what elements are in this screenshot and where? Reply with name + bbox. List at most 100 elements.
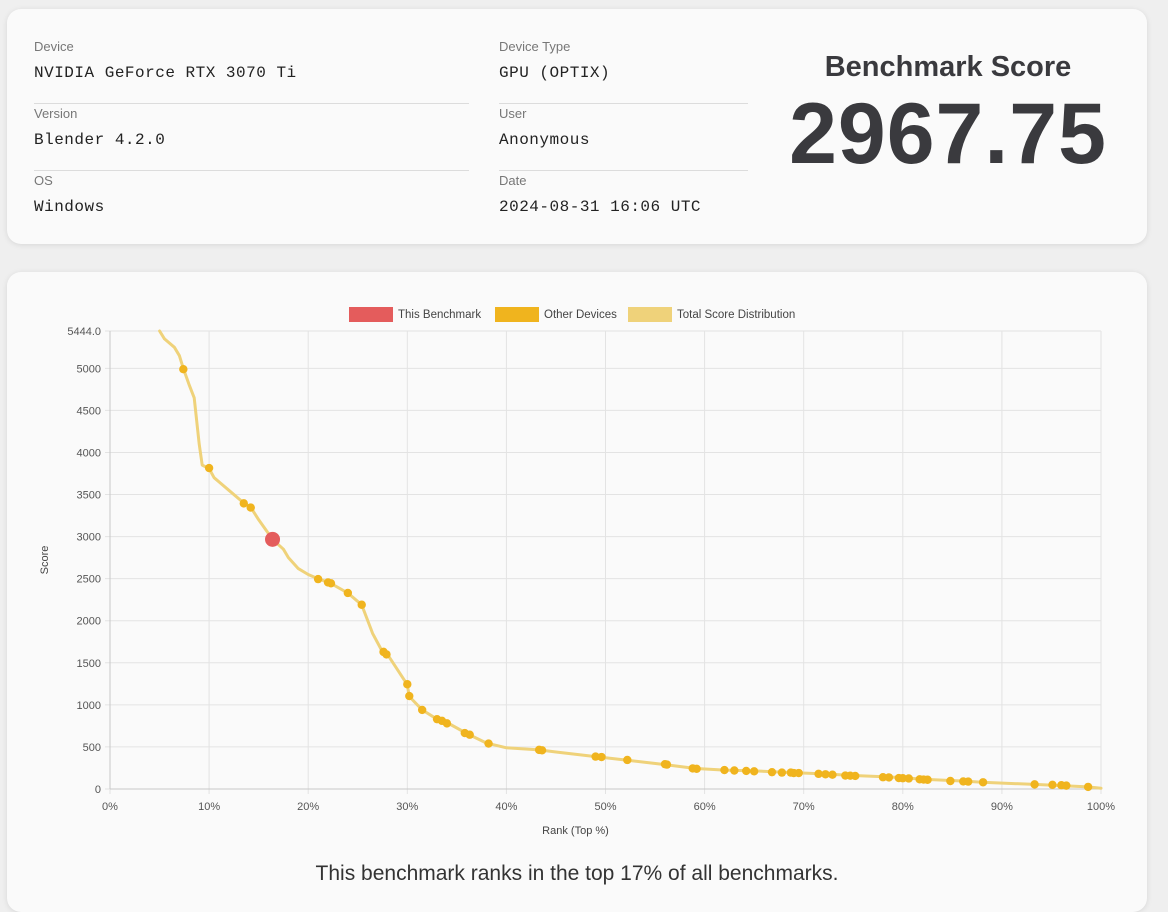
other-device-point[interactable] bbox=[662, 760, 672, 769]
score-value: 2967.75 bbox=[789, 86, 1107, 182]
score-distribution-chart[interactable]: 0% 10% 20% 30% 40% 50% 60% 70% 80% 90% 100% 0 500 100… bbox=[7, 272, 1147, 852]
other-device-point[interactable] bbox=[692, 764, 701, 774]
info-column-left: Device NVIDIA GeForce RTX 3070 Ti Versio… bbox=[34, 37, 469, 238]
x-tick-label: 100% bbox=[1087, 801, 1115, 813]
other-device-point[interactable] bbox=[851, 771, 860, 781]
os-label: OS bbox=[34, 173, 53, 188]
other-device-point[interactable] bbox=[465, 730, 474, 739]
device-type-value: GPU (OPTIX) bbox=[499, 64, 611, 82]
os-field: OS Windows bbox=[34, 171, 469, 238]
other-device-point[interactable] bbox=[623, 755, 632, 765]
x-tick-label: 70% bbox=[793, 801, 815, 813]
other-device-point[interactable] bbox=[239, 499, 248, 508]
x-tick-label: 20% bbox=[297, 801, 319, 813]
distribution-line bbox=[158, 329, 1103, 790]
other-device-point[interactable] bbox=[246, 503, 255, 512]
x-axis-title: Rank (Top %) bbox=[542, 825, 609, 837]
other-device-point[interactable] bbox=[313, 574, 323, 584]
legend-item-other-devices[interactable]: Other Devices bbox=[495, 307, 617, 322]
other-device-point[interactable] bbox=[946, 776, 955, 786]
other-device-point[interactable] bbox=[904, 774, 913, 783]
date-field: Date 2024-08-31 16:06 UTC bbox=[499, 171, 748, 238]
y-tick-label: 3000 bbox=[77, 532, 101, 544]
other-device-point[interactable] bbox=[898, 774, 907, 783]
other-device-point[interactable] bbox=[749, 767, 759, 776]
y-axis-title: Score bbox=[39, 546, 51, 575]
y-tick-label: 1500 bbox=[77, 658, 101, 670]
other-device-point[interactable] bbox=[179, 364, 188, 374]
benchmark-info-card: Device NVIDIA GeForce RTX 3070 Ti Versio… bbox=[7, 9, 1147, 244]
other-device-point[interactable] bbox=[978, 778, 988, 787]
device-type-label: Device Type bbox=[499, 39, 571, 54]
other-device-point[interactable] bbox=[484, 739, 493, 748]
rank-sentence: This benchmark ranks in the top 17% of a… bbox=[315, 862, 839, 885]
x-tick-label: 90% bbox=[991, 801, 1013, 813]
other-device-point[interactable] bbox=[814, 769, 823, 779]
chart-axes: 0% 10% 20% 30% 40% 50% 60% 70% 80% 90% 100% 0 500 100… bbox=[39, 326, 1115, 837]
y-tick-label: 500 bbox=[83, 742, 101, 754]
legend-item-this-benchmark[interactable]: This Benchmark bbox=[349, 307, 481, 322]
score-block: Benchmark Score 2967.75 bbox=[777, 47, 1119, 179]
legend-swatch bbox=[349, 307, 393, 322]
os-value: Windows bbox=[34, 198, 105, 216]
other-device-point[interactable] bbox=[1030, 780, 1039, 789]
y-tick-label: 2500 bbox=[77, 574, 101, 586]
other-device-point[interactable] bbox=[326, 579, 336, 588]
other-devices-series bbox=[179, 364, 1093, 792]
x-tick-label: 0% bbox=[102, 801, 118, 813]
x-tick-label: 30% bbox=[396, 801, 418, 813]
legend-label: Total Score Distribution bbox=[677, 309, 795, 321]
y-tick-label: 5444.0 bbox=[67, 326, 101, 338]
other-device-point[interactable] bbox=[537, 746, 547, 755]
device-field: Device NVIDIA GeForce RTX 3070 Ti bbox=[34, 37, 469, 104]
x-tick-label: 10% bbox=[198, 801, 220, 813]
version-value: Blender 4.2.0 bbox=[34, 131, 166, 149]
date-label: Date bbox=[499, 173, 527, 188]
other-device-point[interactable] bbox=[821, 770, 830, 779]
score-heading: Benchmark Score bbox=[824, 51, 1072, 83]
info-column-middle: Device Type GPU (OPTIX) User Anonymous D… bbox=[499, 37, 748, 238]
other-device-point[interactable] bbox=[1062, 781, 1071, 790]
user-value: Anonymous bbox=[499, 131, 590, 149]
other-device-point[interactable] bbox=[742, 766, 751, 776]
other-device-point[interactable] bbox=[730, 766, 739, 775]
chart-legend[interactable]: This Benchmark Other Devices Total Score D… bbox=[349, 307, 795, 322]
other-device-point[interactable] bbox=[343, 588, 353, 598]
other-device-point[interactable] bbox=[720, 765, 729, 775]
other-device-point[interactable] bbox=[777, 768, 787, 777]
other-device-point[interactable] bbox=[442, 719, 452, 728]
x-tick-label: 80% bbox=[892, 801, 914, 813]
other-device-point[interactable] bbox=[884, 773, 894, 782]
chart-card: 0% 10% 20% 30% 40% 50% 60% 70% 80% 90% 100% 0 500 100… bbox=[7, 272, 1147, 912]
legend-item-distribution[interactable]: Total Score Distribution bbox=[628, 307, 795, 322]
this-benchmark-point[interactable] bbox=[265, 531, 281, 547]
other-device-point[interactable] bbox=[767, 767, 777, 777]
other-device-point[interactable] bbox=[382, 650, 391, 659]
distribution-series bbox=[158, 329, 1103, 790]
y-tick-label: 5000 bbox=[77, 363, 101, 375]
x-tick-label: 50% bbox=[594, 801, 616, 813]
y-tick-label: 3500 bbox=[77, 490, 101, 502]
other-device-point[interactable] bbox=[403, 680, 412, 689]
other-device-point[interactable] bbox=[204, 463, 214, 473]
other-device-point[interactable] bbox=[794, 768, 803, 778]
other-device-point[interactable] bbox=[417, 705, 427, 715]
other-device-point[interactable] bbox=[964, 777, 973, 786]
chart-grid bbox=[105, 330, 1102, 794]
version-field: Version Blender 4.2.0 bbox=[34, 104, 469, 171]
other-device-point[interactable] bbox=[1048, 780, 1057, 789]
y-tick-label: 2000 bbox=[77, 616, 101, 628]
device-label: Device bbox=[34, 39, 74, 54]
y-tick-label: 4000 bbox=[77, 447, 101, 459]
other-device-point[interactable] bbox=[597, 752, 606, 762]
other-device-point[interactable] bbox=[1083, 782, 1093, 792]
other-device-point[interactable] bbox=[923, 775, 932, 784]
other-device-point[interactable] bbox=[405, 691, 414, 701]
legend-swatch bbox=[495, 307, 539, 322]
y-tick-label: 1000 bbox=[77, 700, 101, 712]
other-device-point[interactable] bbox=[878, 773, 888, 782]
y-tick-label: 4500 bbox=[77, 405, 101, 417]
y-tick-label: 0 bbox=[95, 784, 101, 796]
other-device-point[interactable] bbox=[357, 600, 366, 609]
other-device-point[interactable] bbox=[828, 770, 837, 779]
